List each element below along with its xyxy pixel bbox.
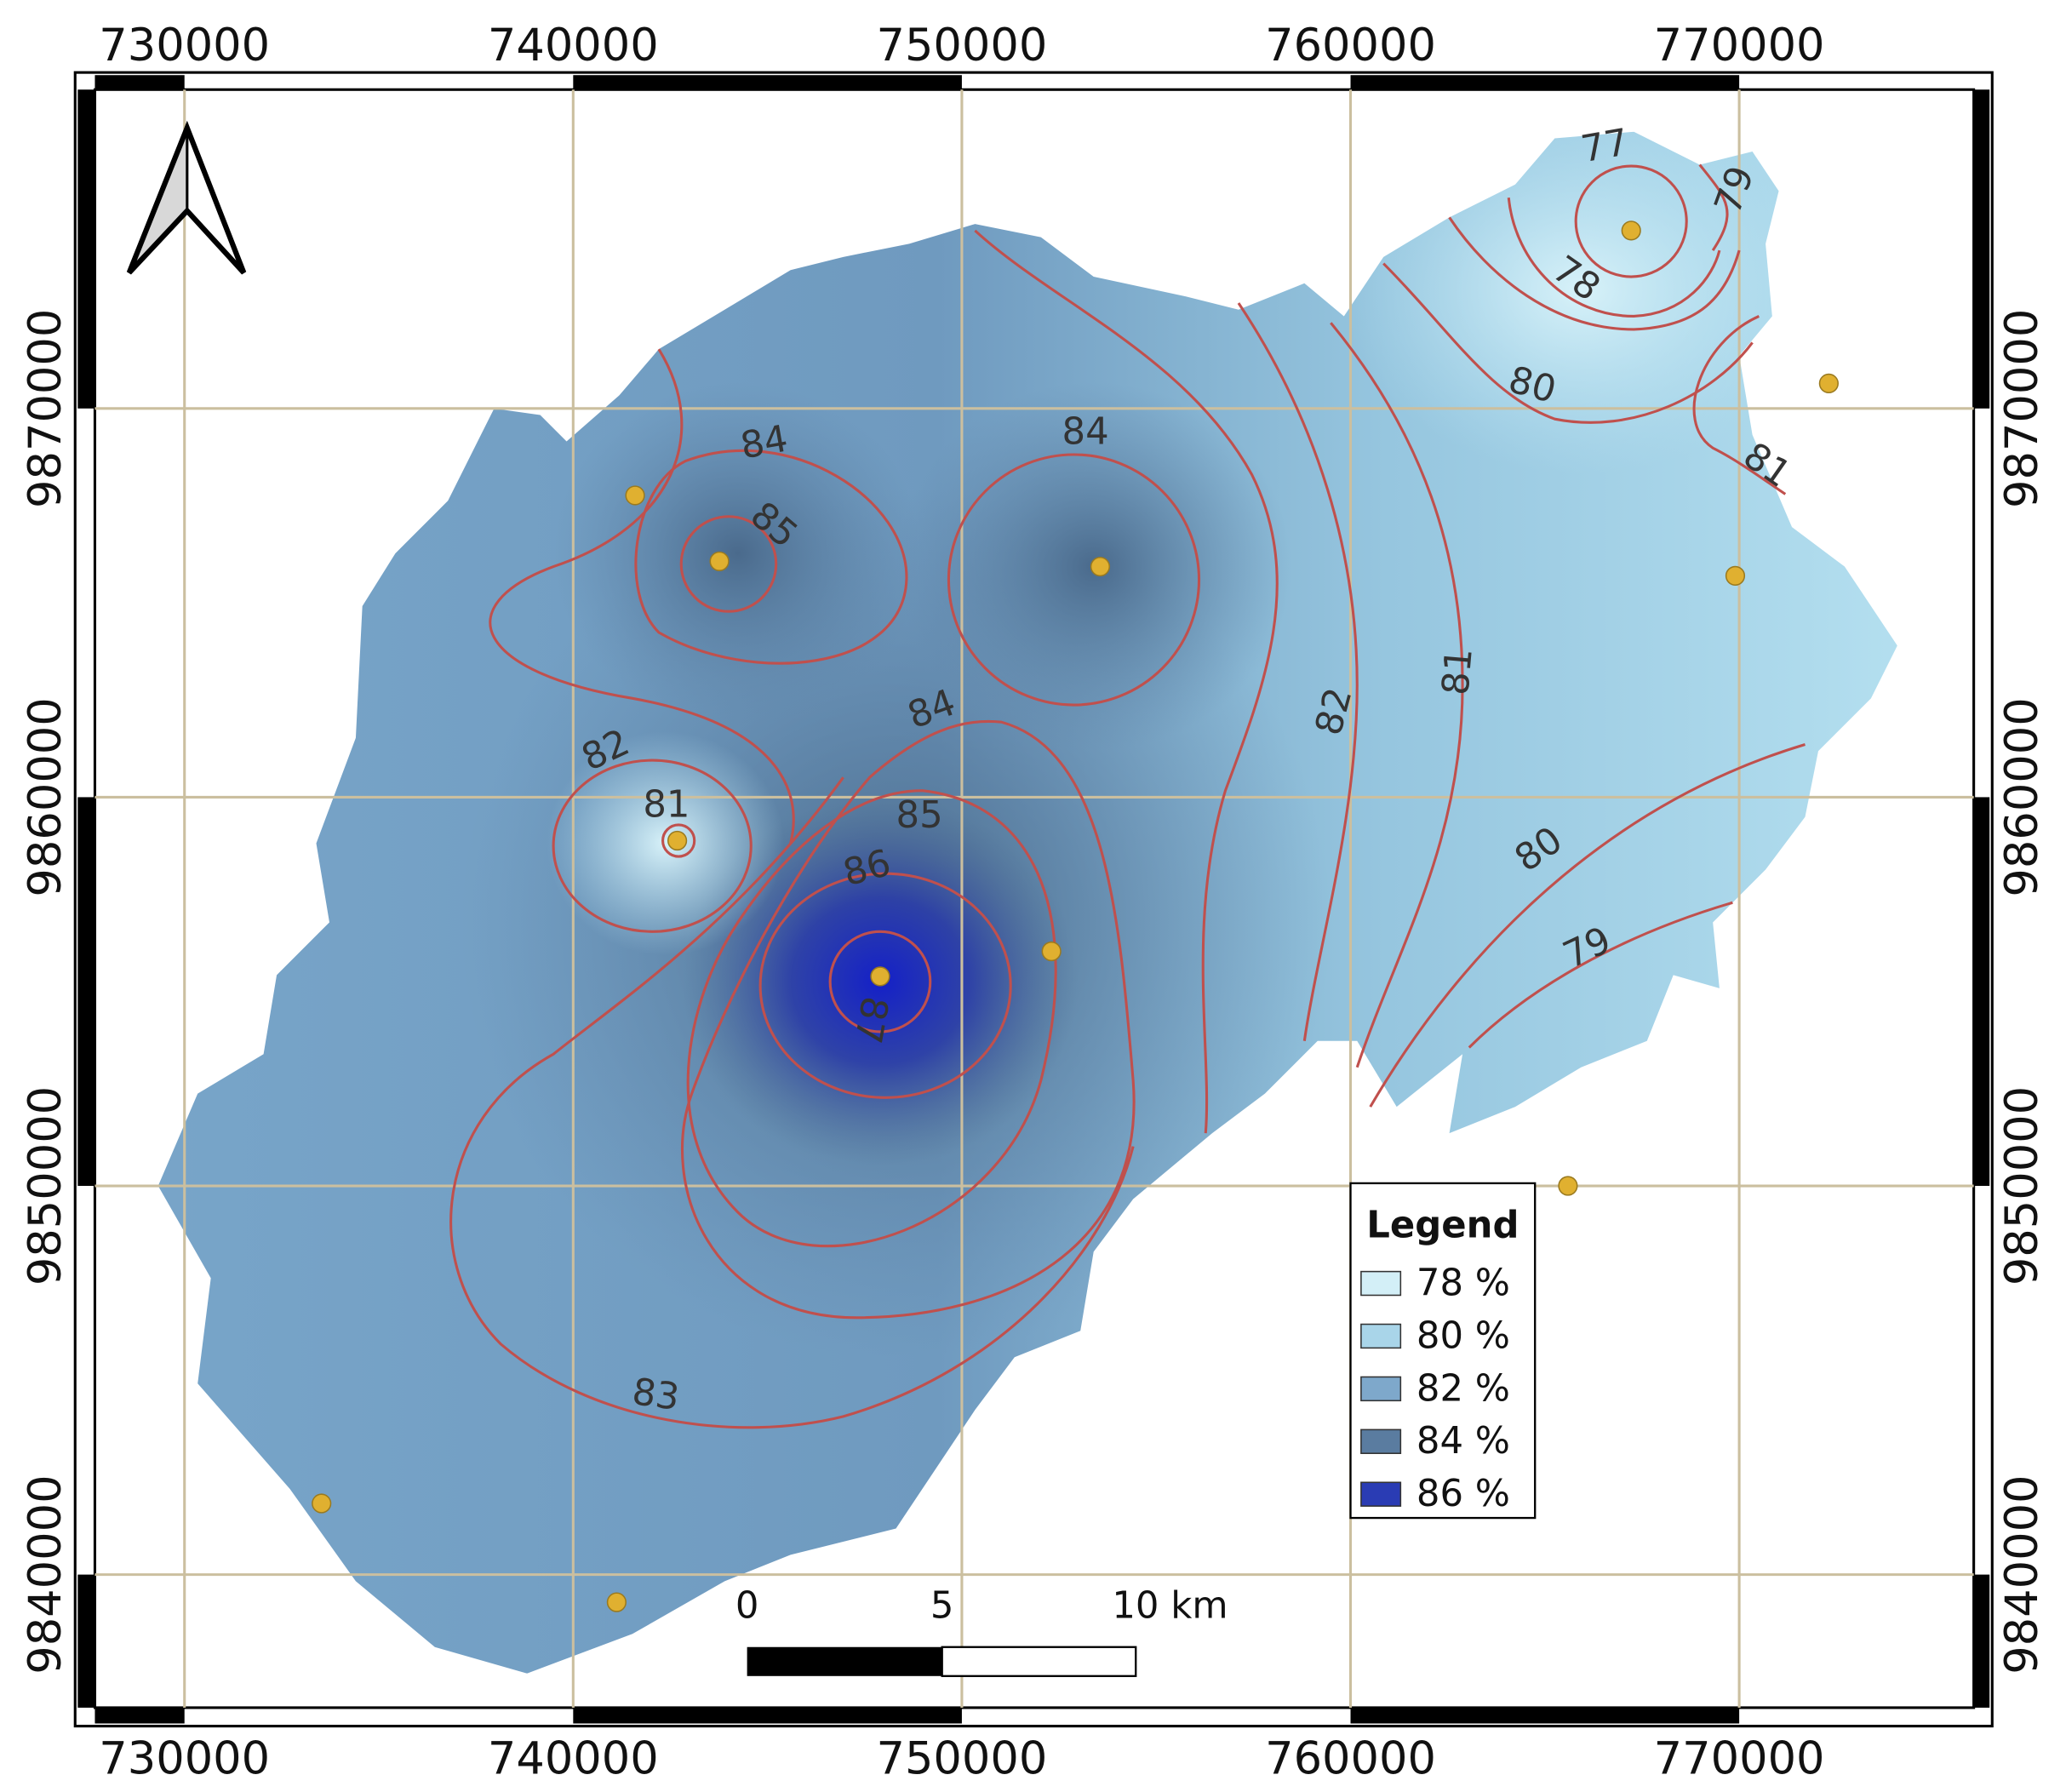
y-coordinate-label: 9840000 bbox=[1996, 1474, 2048, 1674]
y-coordinate-label: 9870000 bbox=[1996, 309, 2048, 508]
station bbox=[1621, 220, 1641, 241]
scale-label: 0 bbox=[735, 1585, 759, 1628]
contour-line bbox=[449, 776, 1135, 1429]
contour-label: 77 bbox=[1578, 121, 1632, 171]
contour-line bbox=[1237, 302, 1359, 1041]
legend-swatch bbox=[1360, 1481, 1402, 1507]
shape bbox=[77, 89, 95, 409]
shape bbox=[1973, 89, 1990, 409]
x-coordinate-label: 750000 bbox=[876, 20, 1047, 72]
coordinate-labels: 730000 730000 740000 740000 750000 750000 7600… bbox=[20, 20, 2048, 1784]
scale-bar: 0 5 10 km bbox=[735, 1585, 1228, 1677]
contour-label: 87 bbox=[845, 993, 896, 1047]
station bbox=[1725, 565, 1746, 586]
legend-label: 78 % bbox=[1416, 1262, 1510, 1304]
contour-label: 81 bbox=[1434, 646, 1481, 696]
legend-swatch bbox=[1360, 1428, 1402, 1454]
station bbox=[1090, 556, 1111, 577]
station bbox=[709, 551, 730, 571]
y-coordinate-label: 9850000 bbox=[1996, 1086, 2048, 1285]
legend: Legend 78 % 80 % 82 % 84 % 86 % bbox=[1349, 1182, 1537, 1520]
shape bbox=[94, 1707, 185, 1724]
x-coordinate-label: 760000 bbox=[1265, 1732, 1436, 1784]
legend-label: 84 % bbox=[1416, 1420, 1510, 1463]
contour-line bbox=[758, 872, 1012, 1099]
shape bbox=[1350, 75, 1740, 90]
shape bbox=[573, 75, 962, 90]
contour-line bbox=[947, 453, 1201, 707]
shape bbox=[1350, 1707, 1740, 1724]
x-coordinate-label: 740000 bbox=[488, 1732, 659, 1784]
station bbox=[1818, 373, 1839, 394]
contour-label: 85 bbox=[896, 794, 943, 837]
x-coordinate-label: 730000 bbox=[99, 20, 270, 72]
contour-line bbox=[974, 229, 1279, 1134]
shape bbox=[77, 797, 95, 1187]
contour-label: 84 bbox=[1062, 411, 1109, 454]
shape bbox=[553, 381, 923, 725]
x-coordinate-label: 730000 bbox=[99, 1732, 270, 1784]
contour-line bbox=[1382, 262, 1754, 424]
x-coordinate-label: 740000 bbox=[488, 20, 659, 72]
shape bbox=[1973, 1574, 1990, 1708]
x-coordinate-label: 760000 bbox=[1265, 20, 1436, 72]
contour-line bbox=[661, 823, 696, 858]
legend-swatch bbox=[1360, 1376, 1402, 1402]
y-coordinate-label: 9840000 bbox=[20, 1474, 72, 1674]
contour-line bbox=[1507, 198, 1721, 318]
shape bbox=[1973, 797, 1990, 1187]
contour-line bbox=[1369, 743, 1806, 1108]
x-coordinate-label: 750000 bbox=[876, 1732, 1047, 1784]
scale-label: 5 bbox=[930, 1585, 954, 1628]
scale-label: 10 km bbox=[1112, 1585, 1228, 1628]
station bbox=[606, 1592, 627, 1612]
contour-line bbox=[1698, 163, 1729, 251]
legend-label: 82 % bbox=[1416, 1367, 1510, 1410]
station bbox=[1041, 941, 1062, 962]
contour-line bbox=[1574, 164, 1688, 278]
legend-label: 86 % bbox=[1416, 1473, 1510, 1515]
contour-line bbox=[634, 449, 908, 665]
contour-line bbox=[1692, 315, 1787, 495]
legend-title: Legend bbox=[1366, 1204, 1519, 1246]
legend-swatch bbox=[1360, 1323, 1402, 1349]
y-coordinate-label: 9870000 bbox=[20, 309, 72, 508]
contour-line bbox=[1448, 216, 1741, 331]
station bbox=[625, 485, 645, 506]
station bbox=[1558, 1176, 1578, 1196]
station bbox=[312, 1493, 332, 1514]
contour-line bbox=[686, 789, 1057, 1248]
legend-swatch bbox=[1360, 1270, 1402, 1297]
y-coordinate-label: 9860000 bbox=[20, 697, 72, 896]
contour-line bbox=[489, 348, 795, 844]
contour-line bbox=[679, 515, 778, 613]
legend-label: 80 % bbox=[1416, 1314, 1510, 1357]
station bbox=[870, 966, 890, 987]
shape bbox=[941, 1646, 1137, 1677]
contour-line bbox=[552, 759, 753, 933]
shape bbox=[94, 75, 185, 90]
stations bbox=[312, 220, 1839, 1612]
y-coordinate-label: 9860000 bbox=[1996, 697, 2048, 896]
north-arrow bbox=[126, 120, 247, 275]
shape bbox=[1349, 1182, 1537, 1520]
contour-label: 81 bbox=[643, 784, 690, 827]
contour-line bbox=[680, 719, 1136, 1320]
contour-line bbox=[1330, 322, 1464, 1068]
contour-label: 84 bbox=[737, 418, 791, 468]
contour-line bbox=[828, 930, 932, 1033]
shape bbox=[573, 1707, 962, 1724]
x-coordinate-label: 770000 bbox=[1654, 20, 1825, 72]
shape bbox=[547, 731, 784, 956]
contour-label: 83 bbox=[630, 1371, 683, 1419]
contours bbox=[449, 163, 1806, 1429]
y-coordinate-label: 9850000 bbox=[20, 1086, 72, 1285]
contour-line bbox=[1468, 901, 1733, 1049]
shape bbox=[77, 1574, 95, 1708]
shape bbox=[747, 1646, 942, 1676]
x-coordinate-label: 770000 bbox=[1654, 1732, 1825, 1784]
station bbox=[667, 830, 688, 851]
